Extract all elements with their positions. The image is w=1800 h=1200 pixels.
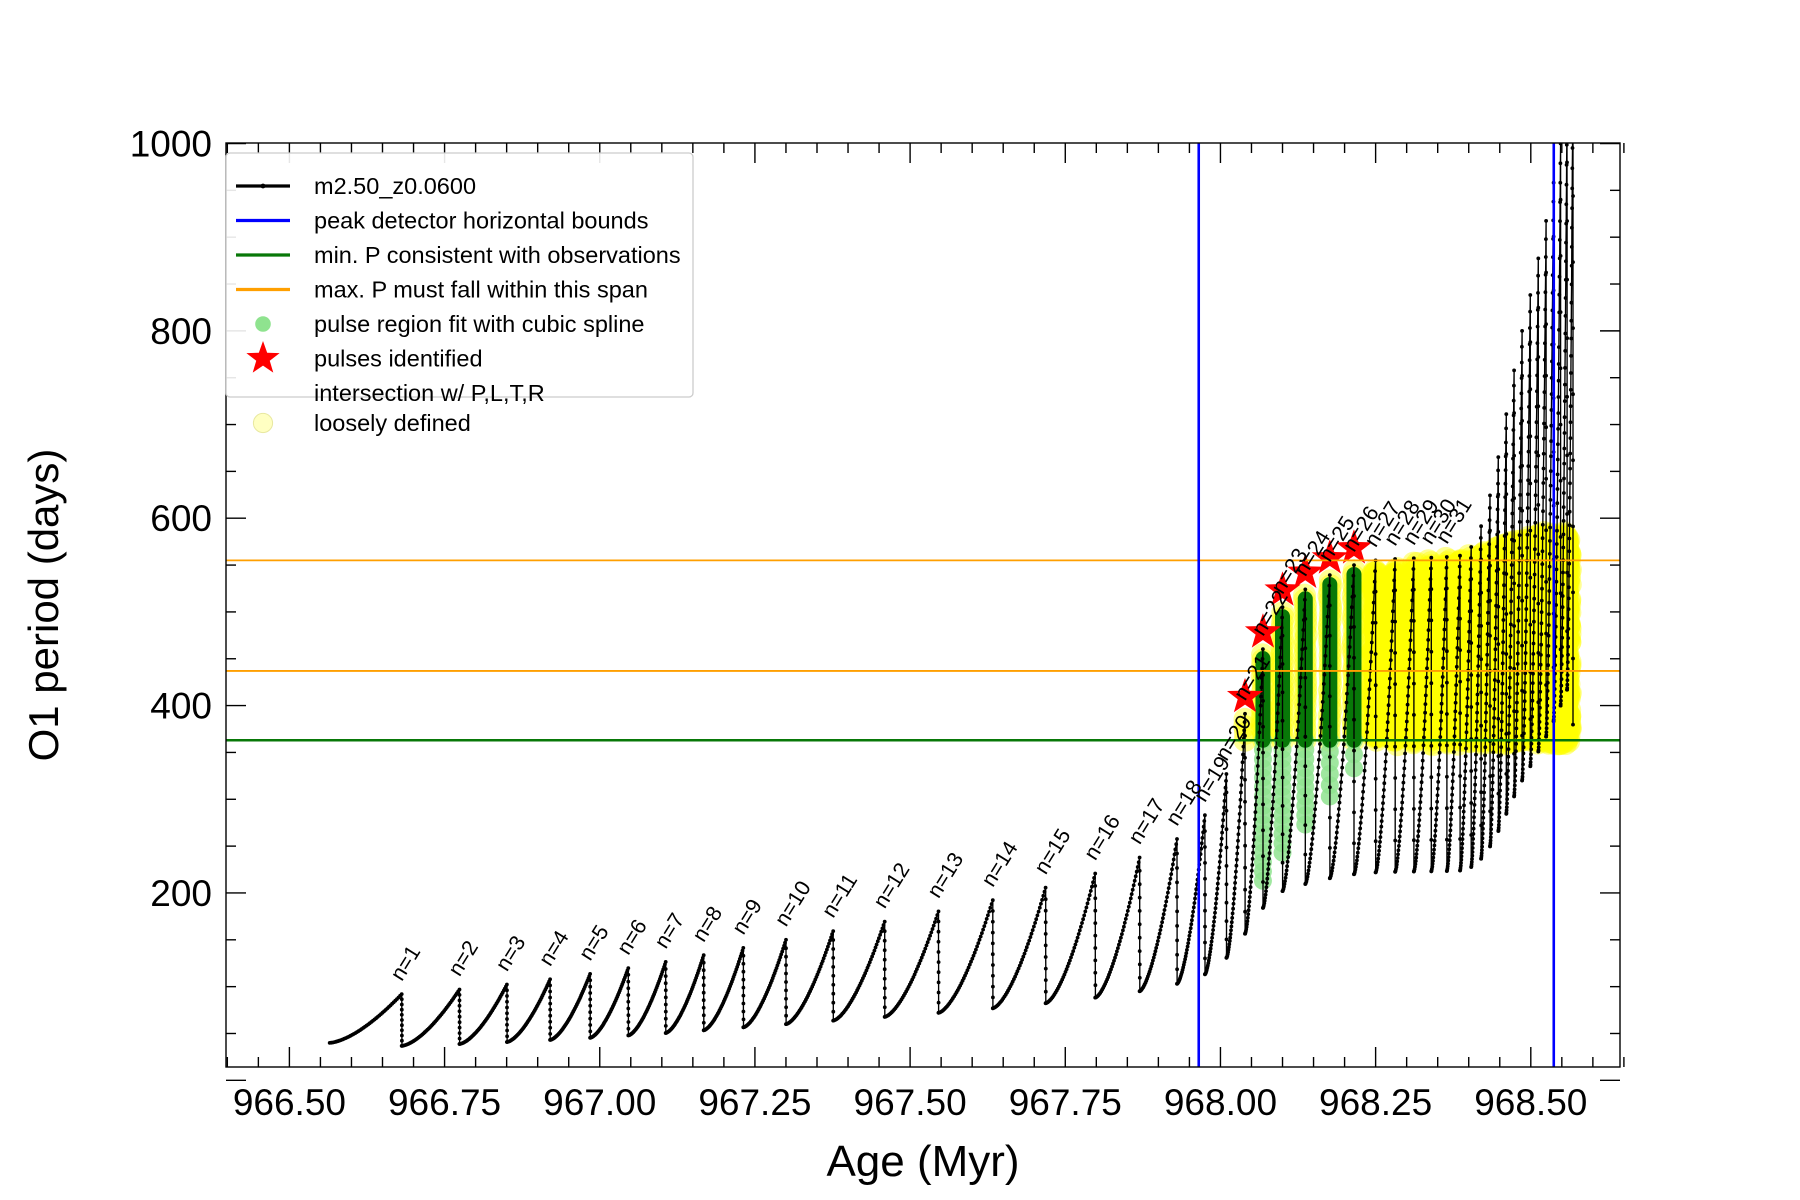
- svg-text:800: 800: [150, 311, 212, 352]
- svg-text:967.25: 967.25: [698, 1082, 811, 1123]
- svg-text:min. P consistent with observa: min. P consistent with observations: [314, 242, 681, 268]
- svg-text:967.75: 967.75: [1009, 1082, 1122, 1123]
- svg-text:1000: 1000: [130, 124, 212, 165]
- svg-text:966.75: 966.75: [388, 1082, 501, 1123]
- svg-text:968.50: 968.50: [1474, 1082, 1587, 1123]
- svg-text:600: 600: [150, 498, 212, 539]
- svg-text:intersection w/ P,L,T,R: intersection w/ P,L,T,R: [314, 380, 545, 406]
- svg-text:pulses identified: pulses identified: [314, 346, 483, 372]
- svg-text:966.50: 966.50: [233, 1082, 346, 1123]
- svg-text:968.25: 968.25: [1319, 1082, 1432, 1123]
- svg-text:Age (Myr): Age (Myr): [826, 1137, 1019, 1186]
- svg-text:968.00: 968.00: [1164, 1082, 1277, 1123]
- svg-text:400: 400: [150, 686, 212, 727]
- svg-text:O1 period (days): O1 period (days): [20, 449, 67, 762]
- svg-text:200: 200: [150, 873, 212, 914]
- svg-text:loosely defined: loosely defined: [314, 410, 471, 436]
- svg-text:max. P must fall within this s: max. P must fall within this span: [314, 277, 648, 303]
- svg-text:peak detector horizontal bound: peak detector horizontal bounds: [314, 208, 648, 234]
- svg-text:967.50: 967.50: [854, 1082, 967, 1123]
- svg-text:967.00: 967.00: [543, 1082, 656, 1123]
- svg-text:m2.50_z0.0600: m2.50_z0.0600: [314, 173, 476, 199]
- svg-text:pulse region fit with cubic sp: pulse region fit with cubic spline: [314, 311, 644, 337]
